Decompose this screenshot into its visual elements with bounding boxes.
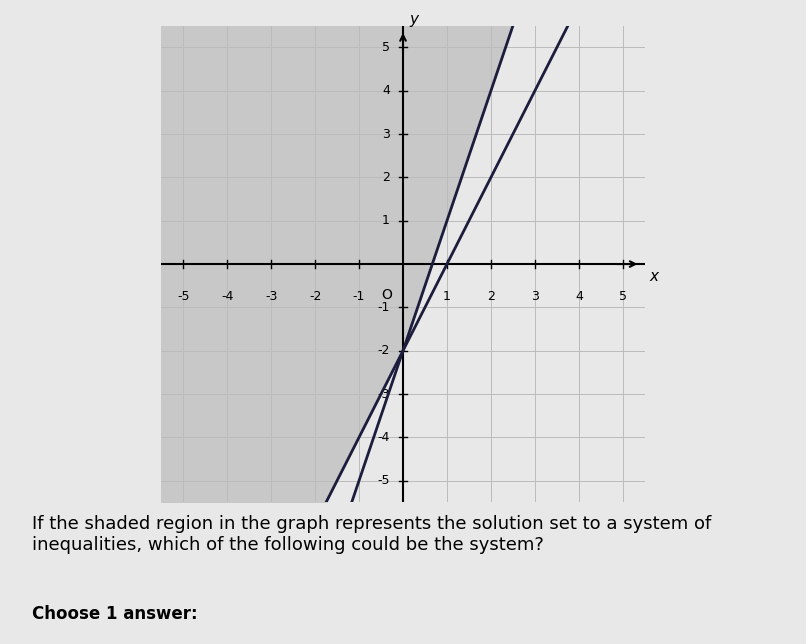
Text: 4: 4 [575,290,583,303]
Text: 2: 2 [382,171,390,184]
Text: If the shaded region in the graph represents the solution set to a system of
ine: If the shaded region in the graph repres… [32,515,712,554]
Text: -2: -2 [309,290,322,303]
Text: 3: 3 [531,290,539,303]
Text: 5: 5 [382,41,390,54]
Text: -4: -4 [221,290,233,303]
Text: 3: 3 [382,128,390,140]
Text: -5: -5 [177,290,189,303]
Text: Choose 1 answer:: Choose 1 answer: [32,605,197,623]
Text: -3: -3 [377,388,390,401]
Text: -1: -1 [353,290,365,303]
Text: O: O [381,288,392,302]
Text: 4: 4 [382,84,390,97]
Text: x: x [649,269,659,285]
Text: -1: -1 [377,301,390,314]
Text: 1: 1 [443,290,451,303]
Text: 1: 1 [382,214,390,227]
Text: -4: -4 [377,431,390,444]
Text: 5: 5 [619,290,627,303]
Text: y: y [409,12,418,26]
Text: -5: -5 [377,474,390,487]
Text: 2: 2 [487,290,495,303]
Text: -3: -3 [265,290,277,303]
Text: -2: -2 [377,344,390,357]
